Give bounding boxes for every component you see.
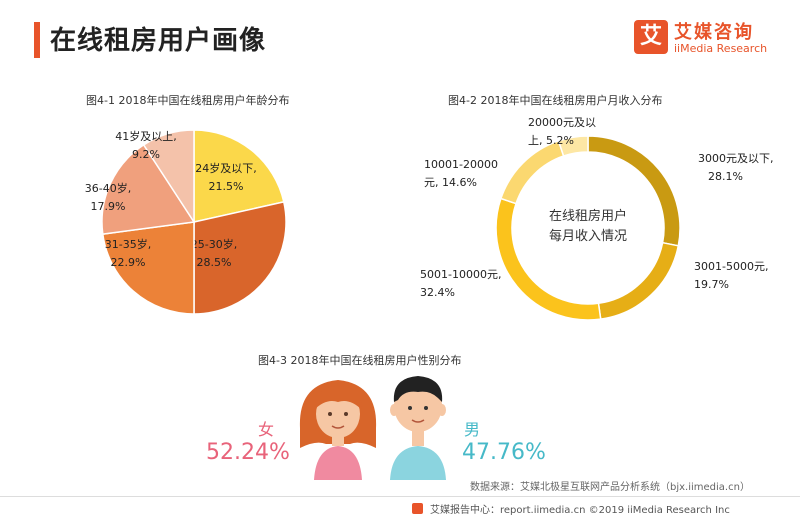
age-pie-label: 25-30岁, 28.5% [191,237,237,269]
income-donut-label: 10001-20000 元, 14.6% [424,158,498,189]
male-avatar-icon [390,376,446,480]
age-pie-slice [142,129,195,225]
income-donut-label: 20000元及以上, 5.2% [528,116,596,147]
age-pie-label: 36-40岁, 17.9% [85,181,131,213]
income-donut-segment [557,135,589,157]
title-accent-bar [34,22,40,58]
male-label: 男 [464,420,481,439]
age-pie-slice [193,129,285,223]
age-pie-slice [101,221,195,315]
income-donut-label: 3001-5000元, 19.7% [694,260,768,291]
income-donut-label: 3000元及以下, 28.1% [698,152,774,183]
age-pie-slice [193,201,287,315]
male-percentage: 47.76% [462,440,546,465]
income-chart-title: 图4-2 2018年中国在线租房用户月收入分布 [448,94,663,107]
income-donut-center-label: 在线租房用户每月收入情况 [549,208,627,244]
age-pie-label: 24岁及以下, 21.5% [195,161,257,193]
female-label: 女 [258,420,275,439]
logo-chinese-name: 艾媒咨询 [674,22,754,43]
age-pie-slice [101,143,196,235]
female-avatar-icon [299,380,377,480]
logo-english-name: iiMedia Research [674,42,768,55]
page-title: 在线租房用户画像 [50,26,267,56]
income-donut-label: 5001-10000元, 32.4% [420,268,501,299]
income-donut-segment [499,139,565,205]
age-pie-label: 31-35岁, 22.9% [105,237,151,269]
footer-bar: 艾媒报告中心：report.iimedia.cn ©2019 iiMedia R… [0,496,800,521]
report-center-icon [412,503,423,514]
female-percentage: 52.24% [206,440,290,465]
age-chart-title: 图4-1 2018年中国在线租房用户年龄分布 [86,94,290,107]
logo-mark-icon: 艾 [634,20,668,54]
age-pie-label: 41岁及以上, 9.2% [115,129,177,161]
gender-chart-title: 图4-3 2018年中国在线租房用户性别分布 [258,354,462,367]
data-source-note: 数据来源：艾媒北极星互联网产品分析系统（bjx.iimedia.cn） [470,482,750,493]
income-donut-segment [597,241,680,320]
footer-text: 艾媒报告中心：report.iimedia.cn ©2019 iiMedia R… [430,505,730,516]
brand-logo: 艾 艾媒咨询 iiMedia Research [634,16,784,62]
